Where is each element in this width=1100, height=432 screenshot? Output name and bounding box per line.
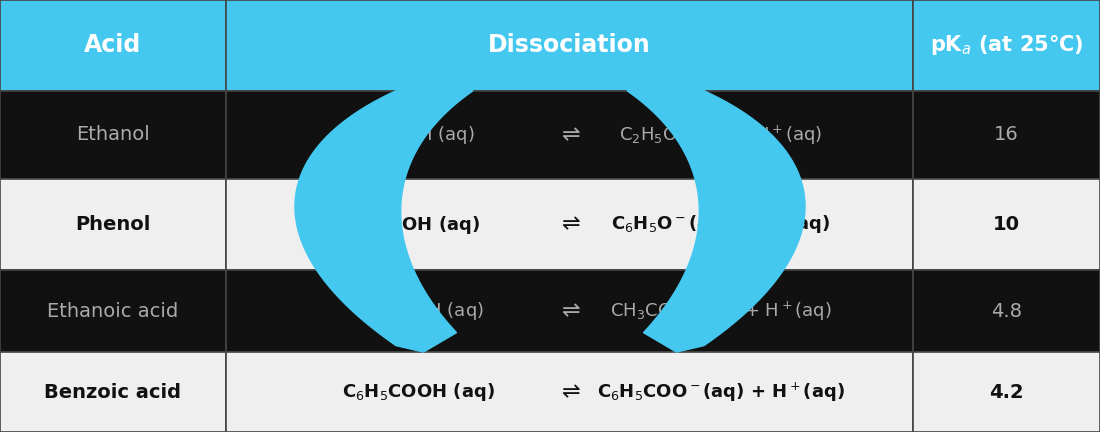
Bar	[913, 270, 1100, 352]
Bar	[0, 0, 226, 91]
Bar	[226, 179, 913, 270]
Bar	[226, 91, 913, 179]
Text: C$_6$H$_5$COO$^-$(aq) + H$^+$(aq): C$_6$H$_5$COO$^-$(aq) + H$^+$(aq)	[596, 381, 845, 403]
Text: C$_2$H$_5$O$^-$(aq) + H$^+$(aq): C$_2$H$_5$O$^-$(aq) + H$^+$(aq)	[619, 124, 822, 146]
Text: C$_6$H$_5$OH (aq): C$_6$H$_5$OH (aq)	[356, 214, 480, 235]
Text: C$_2$H$_5$OH (aq): C$_2$H$_5$OH (aq)	[361, 124, 475, 146]
Bar	[0, 270, 226, 352]
Text: 4.8: 4.8	[991, 302, 1022, 321]
Text: CH$_3$COO$^-$(aq) + H$^+$(aq): CH$_3$COO$^-$(aq) + H$^+$(aq)	[609, 299, 832, 323]
Polygon shape	[627, 91, 805, 352]
Text: 4.2: 4.2	[989, 383, 1024, 401]
Text: Acid: Acid	[84, 33, 142, 57]
Text: $\rightleftharpoons$: $\rightleftharpoons$	[558, 301, 581, 321]
Text: Ethanol: Ethanol	[76, 126, 150, 144]
Bar	[913, 179, 1100, 270]
Bar	[0, 352, 226, 432]
Text: Phenol: Phenol	[75, 215, 151, 234]
Polygon shape	[295, 91, 473, 352]
Text: 16: 16	[994, 126, 1019, 144]
Text: Benzoic acid: Benzoic acid	[44, 383, 182, 401]
Bar	[913, 91, 1100, 179]
Text: pK$_a$ (at 25°C): pK$_a$ (at 25°C)	[930, 33, 1084, 57]
Text: $\rightleftharpoons$: $\rightleftharpoons$	[558, 125, 581, 145]
Text: CH$_3$COOH (aq): CH$_3$COOH (aq)	[352, 300, 484, 322]
Bar	[0, 91, 226, 179]
Text: Dissociation: Dissociation	[488, 33, 650, 57]
Bar	[0, 179, 226, 270]
Bar	[913, 0, 1100, 91]
Bar	[913, 352, 1100, 432]
Text: 10: 10	[993, 215, 1020, 234]
Bar	[226, 270, 913, 352]
Text: C$_6$H$_5$COOH (aq): C$_6$H$_5$COOH (aq)	[342, 381, 494, 403]
Bar	[226, 352, 913, 432]
Text: $\rightleftharpoons$: $\rightleftharpoons$	[558, 382, 581, 402]
Bar	[226, 0, 913, 91]
Text: C$_6$H$_5$O$^-$(aq) + H$^+$(aq): C$_6$H$_5$O$^-$(aq) + H$^+$(aq)	[610, 213, 830, 236]
Text: $\rightleftharpoons$: $\rightleftharpoons$	[558, 215, 581, 235]
Text: Ethanoic acid: Ethanoic acid	[47, 302, 178, 321]
